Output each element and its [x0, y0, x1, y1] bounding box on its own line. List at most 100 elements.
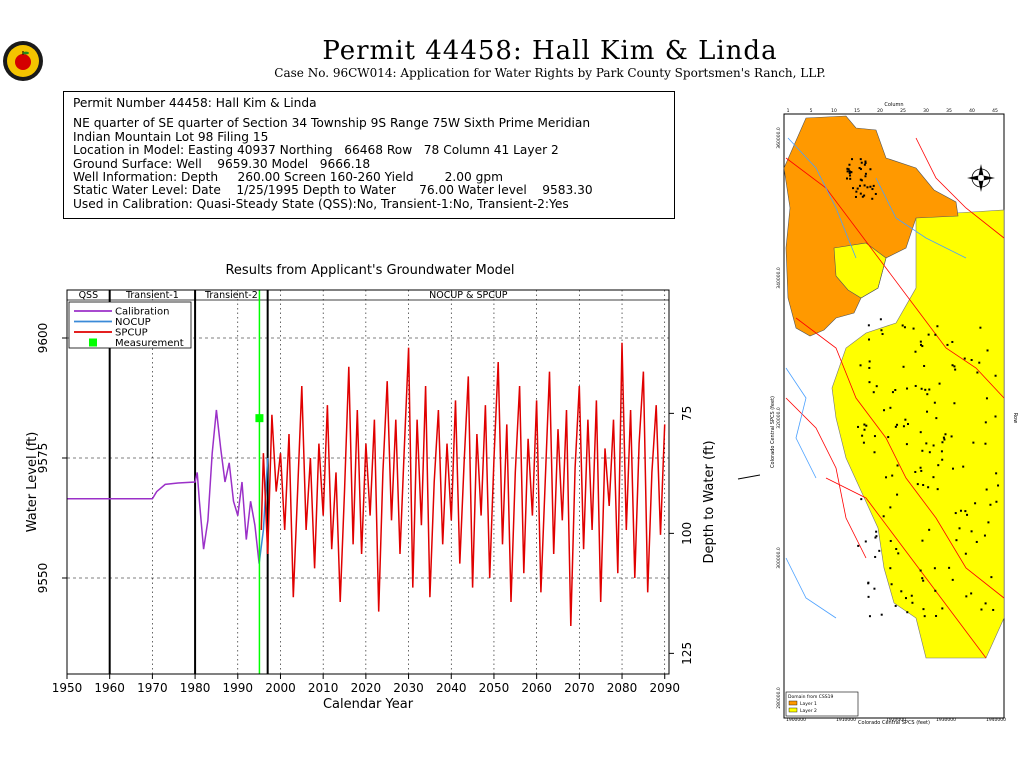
well-marker: [951, 467, 954, 470]
well-marker: [859, 168, 862, 171]
well-marker: [879, 318, 882, 321]
map-column-tick: 30: [923, 108, 929, 114]
well-marker: [863, 428, 866, 431]
map-x-coord-tick: 1940000: [986, 717, 1006, 723]
well-marker: [862, 441, 865, 444]
map-location-pointer: [737, 474, 760, 480]
map-column-tick: 35: [946, 108, 952, 114]
well-marker: [932, 476, 935, 479]
well-marker: [994, 374, 997, 377]
well-marker: [923, 364, 926, 367]
well-marker: [859, 158, 862, 161]
well-marker: [940, 450, 943, 453]
well-marker: [859, 364, 862, 367]
well-marker: [849, 177, 852, 180]
water-level-chart: Results from Applicant's Groundwater Mod…: [25, 263, 760, 712]
well-marker: [849, 174, 852, 177]
chart-axes: 1950 1960 1970 1980 1990 2000 2010 2020 2030 2040…: [36, 323, 694, 695]
well-marker: [919, 431, 922, 434]
series-calibration-line: [67, 409, 260, 564]
well-marker: [896, 493, 899, 496]
x-tick-label: 2040: [436, 681, 467, 695]
info-subdivision: Indian Mountain Lot 98 Filing 15: [73, 129, 269, 144]
measurement-marker: [255, 414, 264, 423]
well-marker: [976, 371, 979, 374]
map-streams: [785, 137, 967, 619]
x-tick-label: 2070: [564, 681, 595, 695]
well-marker: [924, 388, 927, 391]
well-marker: [933, 567, 936, 570]
period-label: NOCUP & SPCUP: [429, 290, 508, 301]
map-column-tick: 15: [854, 108, 860, 114]
well-marker: [900, 590, 903, 593]
well-marker: [867, 324, 870, 327]
map-y-coord-tick: 300000.0: [776, 547, 782, 569]
well-marker: [914, 350, 917, 353]
well-marker: [921, 345, 924, 348]
well-marker: [942, 436, 945, 439]
well-marker: [869, 185, 872, 188]
x-axis-label: Calendar Year: [323, 697, 414, 712]
well-marker: [966, 513, 969, 516]
well-marker: [902, 365, 905, 368]
map-legend-layer1: Layer 1: [800, 701, 817, 707]
well-marker: [848, 163, 851, 166]
well-marker: [995, 500, 998, 503]
well-marker: [894, 604, 897, 607]
well-marker: [919, 340, 922, 343]
well-marker: [965, 595, 968, 598]
map-axis-top: Column: [884, 102, 903, 108]
permit-info-box: Permit Number 44458: Hall Kim & Linda NE…: [63, 91, 675, 219]
well-marker: [864, 172, 867, 175]
well-marker: [978, 361, 981, 364]
well-marker: [970, 358, 973, 361]
well-marker: [882, 515, 885, 518]
legend-label: Measurement: [115, 338, 184, 349]
well-marker: [897, 552, 900, 555]
well-marker: [874, 192, 877, 195]
well-marker: [941, 607, 944, 610]
map-legend-title: Domain from CSS19: [788, 694, 834, 700]
well-marker: [906, 423, 909, 426]
well-marker: [975, 540, 978, 543]
well-marker: [896, 423, 899, 426]
info-model-location: Location in Model: Easting 40937 Northin…: [73, 143, 559, 158]
well-marker: [889, 567, 892, 570]
well-marker: [941, 458, 944, 461]
info-permit-number: Permit Number 44458: Hall Kim & Linda: [73, 96, 317, 110]
series-nocup-line: [258, 457, 269, 564]
info-ground-surface: Ground Surface: Well 9659.30 Model 9666.…: [73, 156, 371, 171]
well-marker: [925, 442, 928, 445]
map-x-coord-tick: 1920000: [886, 717, 906, 723]
y-tick-label: 9550: [36, 563, 50, 594]
well-marker: [938, 382, 941, 385]
well-marker: [992, 608, 995, 611]
well-marker: [914, 470, 917, 473]
well-marker: [980, 608, 983, 611]
well-marker: [867, 595, 870, 598]
well-marker: [901, 324, 904, 327]
well-marker: [858, 166, 861, 169]
map-column-tick: 20: [877, 108, 883, 114]
well-marker: [923, 615, 926, 618]
well-marker: [963, 357, 966, 360]
calibration-periods: QSS Transient-1 Transient-2 NOCUP & SPCUP: [67, 290, 669, 674]
well-marker: [874, 555, 877, 558]
well-marker: [871, 197, 874, 200]
well-marker: [904, 418, 907, 421]
well-marker: [922, 608, 925, 611]
well-marker: [894, 389, 897, 392]
map-y-coord-tick: 360000.0: [776, 127, 782, 149]
well-marker: [941, 441, 944, 444]
well-marker: [921, 449, 924, 452]
well-marker: [880, 329, 883, 332]
well-marker: [887, 436, 890, 439]
well-marker: [905, 443, 908, 446]
well-marker: [953, 402, 956, 405]
well-marker: [972, 441, 975, 444]
well-marker: [932, 444, 935, 447]
legend-swatch: [89, 338, 97, 347]
well-marker: [955, 539, 958, 542]
map-column-tick: 40: [969, 108, 975, 114]
well-marker: [906, 387, 909, 390]
